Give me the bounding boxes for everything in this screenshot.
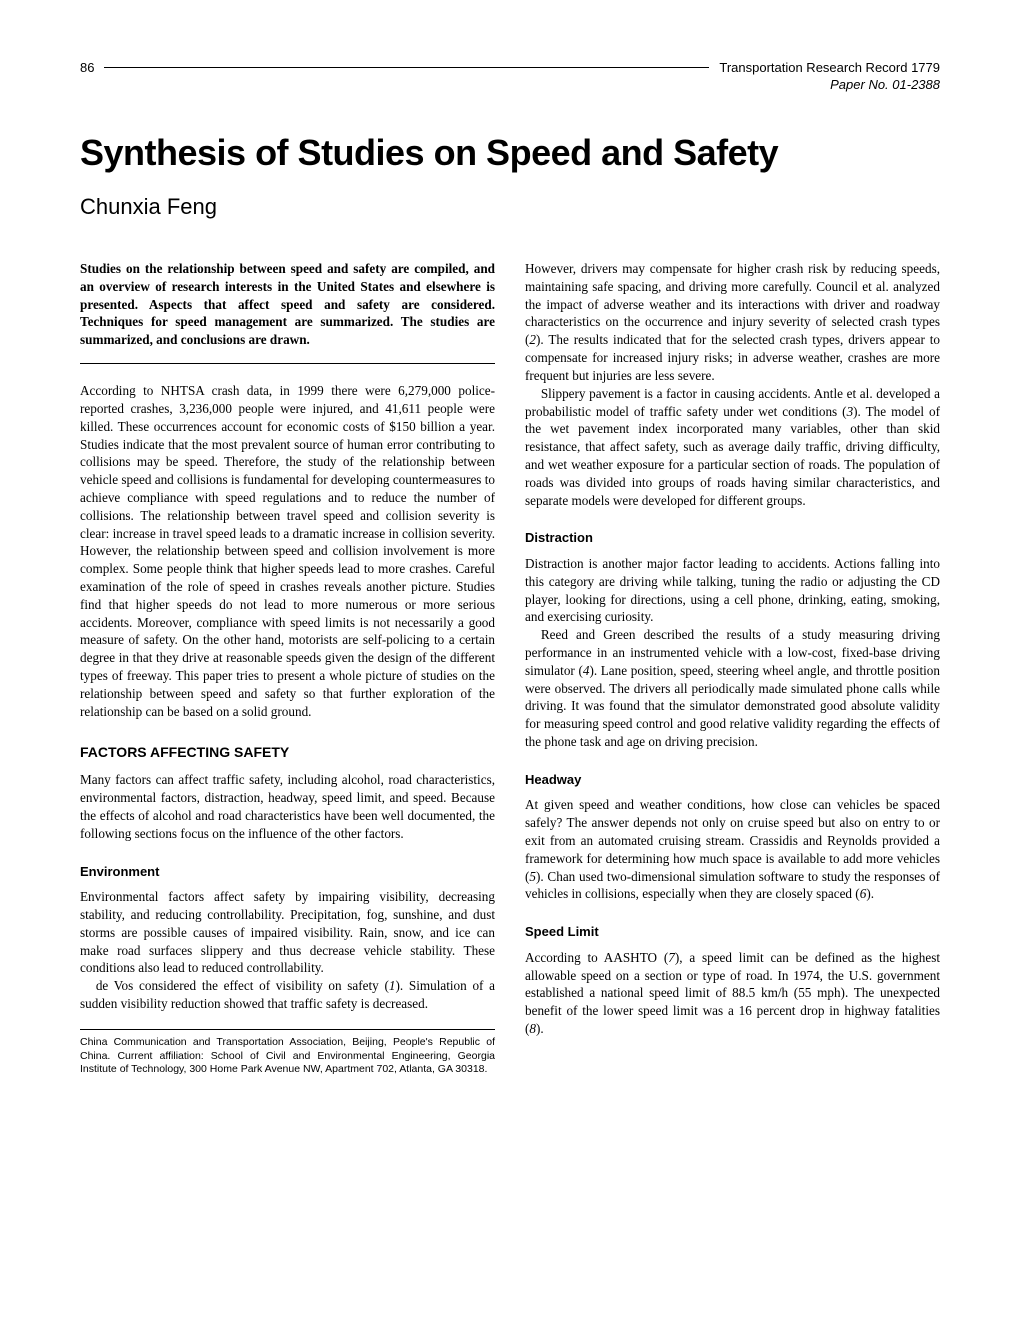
journal-name: Transportation Research Record 1779 xyxy=(719,60,940,75)
heading-headway: Headway xyxy=(525,771,940,789)
factors-p1: Many factors can affect traffic safety, … xyxy=(80,771,495,842)
dist-p1: Distraction is another major factor lead… xyxy=(525,555,940,626)
heading-speed-limit: Speed Limit xyxy=(525,923,940,941)
header-rule xyxy=(104,67,709,68)
limit-p1a: According to AASHTO ( xyxy=(525,950,668,965)
ref-5: 5 xyxy=(529,869,536,884)
intro-paragraph: According to NHTSA crash data, in 1999 t… xyxy=(80,382,495,720)
limit-p1: According to AASHTO (7), a speed limit c… xyxy=(525,949,940,1038)
left-column: Studies on the relationship between spee… xyxy=(80,260,495,1077)
env-p2: de Vos considered the effect of visibili… xyxy=(80,977,495,1013)
heading-distraction: Distraction xyxy=(525,529,940,547)
ref-8: 8 xyxy=(529,1021,536,1036)
author-affiliation-footnote: China Communication and Transportation A… xyxy=(80,1036,495,1077)
right-column: However, drivers may compensate for high… xyxy=(525,260,940,1077)
heading-environment: Environment xyxy=(80,863,495,881)
col2-p1: However, drivers may compensate for high… xyxy=(525,260,940,385)
abstract-rule xyxy=(80,363,495,364)
two-column-layout: Studies on the relationship between spee… xyxy=(80,260,940,1077)
header-row: 86 Transportation Research Record 1779 xyxy=(80,60,940,75)
ref-2: 2 xyxy=(529,332,536,347)
author-name: Chunxia Feng xyxy=(80,194,940,220)
limit-p1c: ). xyxy=(536,1021,544,1036)
paper-number: Paper No. 01-2388 xyxy=(80,77,940,92)
col2-p2b: ). The model of the wet pavement index i… xyxy=(525,404,940,508)
heading-factors: FACTORS AFFECTING SAFETY xyxy=(80,743,495,762)
head-p1b: ). Chan used two-dimensional simulation … xyxy=(525,869,940,902)
head-p1: At given speed and weather conditions, h… xyxy=(525,796,940,903)
col2-p2: Slippery pavement is a factor in causing… xyxy=(525,385,940,510)
abstract-text: Studies on the relationship between spee… xyxy=(80,260,495,349)
env-p1: Environmental factors affect safety by i… xyxy=(80,888,495,977)
footnote-rule xyxy=(80,1029,495,1030)
head-p1c: ). xyxy=(866,886,874,901)
env-p2a: de Vos considered the effect of visibili… xyxy=(96,978,389,993)
ref-7: 7 xyxy=(668,950,675,965)
page: 86 Transportation Research Record 1779 P… xyxy=(0,0,1020,1117)
col2-p1b: ). The results indicated that for the se… xyxy=(525,332,940,383)
paper-title: Synthesis of Studies on Speed and Safety xyxy=(80,132,940,174)
dist-p2: Reed and Green described the results of … xyxy=(525,626,940,751)
page-number: 86 xyxy=(80,60,94,75)
